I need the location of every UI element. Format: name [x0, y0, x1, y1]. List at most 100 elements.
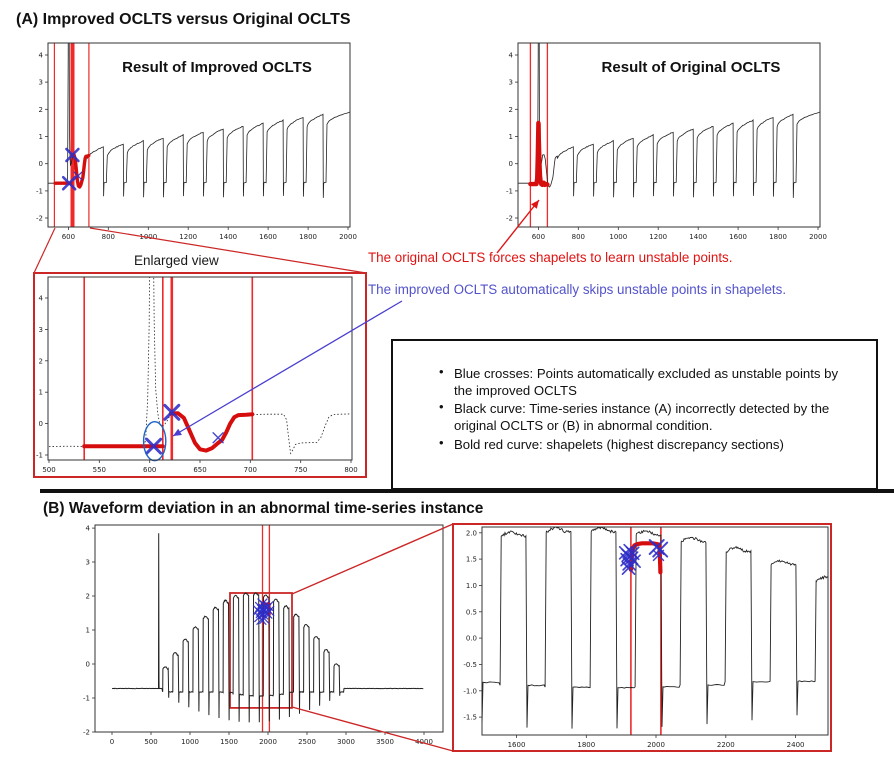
x-tick-label: 1000: [181, 738, 199, 746]
timeseries-curve: [482, 527, 828, 729]
y-tick-label: 4: [39, 52, 44, 60]
x-tick-label: 1000: [139, 233, 157, 241]
y-tick-label: -2: [36, 215, 43, 223]
blue-crosses: [618, 539, 669, 575]
blue-cross-marker: [65, 147, 80, 163]
y-tick-label: 0: [39, 420, 43, 428]
timeseries-curve: [48, 277, 352, 455]
x-tick-label: 4000: [415, 738, 433, 746]
timeseries-curve: [518, 43, 820, 198]
legend-item-blue-crosses: Blue crosses: Points automatically exclu…: [439, 364, 846, 399]
x-tick-label: 2000: [809, 233, 827, 241]
section-b-title: (B) Waveform deviation in an abnormal ti…: [43, 500, 484, 517]
legend-box: Blue crosses: Points automatically exclu…: [391, 339, 878, 490]
y-tick-label: 3: [509, 79, 513, 87]
axes-frame: [517, 42, 821, 228]
x-tick-label: 1800: [769, 233, 787, 241]
enlarged-view-label: Enlarged view: [134, 253, 219, 268]
axis-ticks: 1600 1800 2000 2200 2400 -1.5 -1.0 -0.5 0.0 0.5 1.…: [463, 529, 804, 749]
chart-svg-enlarged: 500 550 600 650 700 750 800 -1 0 1 2 3 4: [36, 276, 358, 474]
blue-note: The improved OCLTS automatically skips u…: [368, 282, 787, 297]
x-tick-label: 500: [144, 738, 157, 746]
legend-item-red-curve: Bold red curve: shapelets (highest discr…: [439, 435, 846, 453]
x-tick-label: 800: [572, 233, 585, 241]
x-tick-label: 2000: [259, 738, 277, 746]
legend-item-black-curve: Black curve: Time-series instance (A) in…: [439, 399, 846, 434]
y-tick-label: 0: [86, 661, 90, 669]
y-tick-label: 1.0: [466, 582, 477, 590]
x-tick-label: 1400: [219, 233, 237, 241]
x-tick-label: 750: [294, 466, 307, 474]
highlight-ellipse: [142, 420, 167, 462]
y-tick-label: -1: [36, 452, 43, 460]
blue-crosses: [61, 147, 83, 191]
shapelet-curve: [528, 120, 550, 188]
blue-cross-marker: [61, 175, 77, 191]
plot-abnormal-enlarged: 1600 1800 2000 2200 2400 -1.5 -1.0 -0.5 0.0 0.5 1.…: [444, 515, 842, 760]
red-vlines: [53, 43, 90, 227]
y-tick-label: 0: [39, 160, 43, 168]
y-tick-label: -1: [36, 187, 43, 195]
legend-list: Blue crosses: Points automatically exclu…: [393, 364, 876, 453]
y-tick-label: -1: [506, 187, 513, 195]
x-tick-label: 1400: [689, 233, 707, 241]
x-tick-label: 1200: [649, 233, 667, 241]
timeseries-curve: [111, 533, 424, 723]
y-tick-label: -2: [83, 729, 90, 737]
blue-crosses: [252, 598, 275, 625]
y-tick-label: 2: [86, 593, 90, 601]
x-tick-label: 700: [244, 466, 257, 474]
x-tick-label: 800: [344, 466, 357, 474]
section-divider: [40, 489, 894, 493]
shapelet-curve: [70, 152, 91, 189]
y-tick-label: 2: [39, 357, 43, 365]
x-tick-label: 3000: [337, 738, 355, 746]
y-tick-label: 2: [509, 106, 513, 114]
y-tick-label: 2.0: [466, 529, 477, 537]
zoom-region-rect: [229, 592, 293, 709]
blue-cross-marker: [625, 546, 640, 561]
axes-frame: [481, 526, 829, 736]
section-a-title: (A) Improved OCLTS versus Original OCLTS: [16, 11, 351, 28]
blue-cross-marker: [73, 171, 83, 181]
y-tick-label: 0.5: [466, 608, 477, 616]
plot-inner-title: Result of Original OCLTS: [602, 59, 781, 76]
y-tick-label: 1: [39, 389, 43, 397]
x-tick-label: 0: [110, 738, 114, 746]
plot-inner-title: Result of Improved OCLTS: [122, 59, 312, 76]
y-tick-label: 4: [39, 295, 44, 303]
timeseries-curve: [48, 43, 350, 198]
blue-cross-marker: [621, 561, 636, 575]
x-tick-label: 2400: [787, 741, 805, 749]
x-tick-label: 1800: [577, 741, 595, 749]
plot-abnormal-overview: 0 500 1000 1500 2000 2500 3000 3500 4000 -2 -1 0 1 2 3…: [57, 513, 457, 760]
x-tick-label: 2200: [717, 741, 735, 749]
plot-background: [518, 43, 820, 227]
y-tick-label: 1.5: [466, 556, 477, 564]
chart-svg-b_enlarged: 1600 1800 2000 2200 2400 -1.5 -1.0 -0.5 0.0 0.5 1.…: [463, 526, 829, 749]
y-tick-label: 0: [509, 160, 513, 168]
y-tick-label: 4: [86, 525, 91, 533]
x-tick-label: 3500: [376, 738, 394, 746]
blue-cross-marker: [627, 554, 641, 569]
y-tick-label: 0.0: [466, 635, 477, 643]
y-tick-label: -0.5: [463, 661, 477, 669]
x-tick-label: 2000: [339, 233, 357, 241]
b-enlarged-box: [452, 523, 832, 752]
blue-cross-marker: [652, 549, 665, 562]
y-tick-label: -1: [83, 695, 90, 703]
red-vlines: [529, 43, 549, 227]
plot-background: [48, 43, 350, 227]
plot-enlarged-view: 500 550 600 650 700 750 800 -1 0 1 2 3 4: [10, 265, 366, 490]
red-note: The original OCLTS forces shapelets to l…: [368, 250, 733, 265]
axes-frame: [47, 42, 351, 228]
x-tick-label: 2000: [647, 741, 665, 749]
y-tick-label: 2: [39, 106, 43, 114]
x-tick-label: 600: [62, 233, 75, 241]
y-tick-label: -2: [506, 215, 513, 223]
axes-frame: [94, 524, 444, 733]
x-tick-label: 550: [93, 466, 106, 474]
blue-cross-marker: [652, 541, 669, 558]
y-tick-label: 3: [39, 79, 43, 87]
